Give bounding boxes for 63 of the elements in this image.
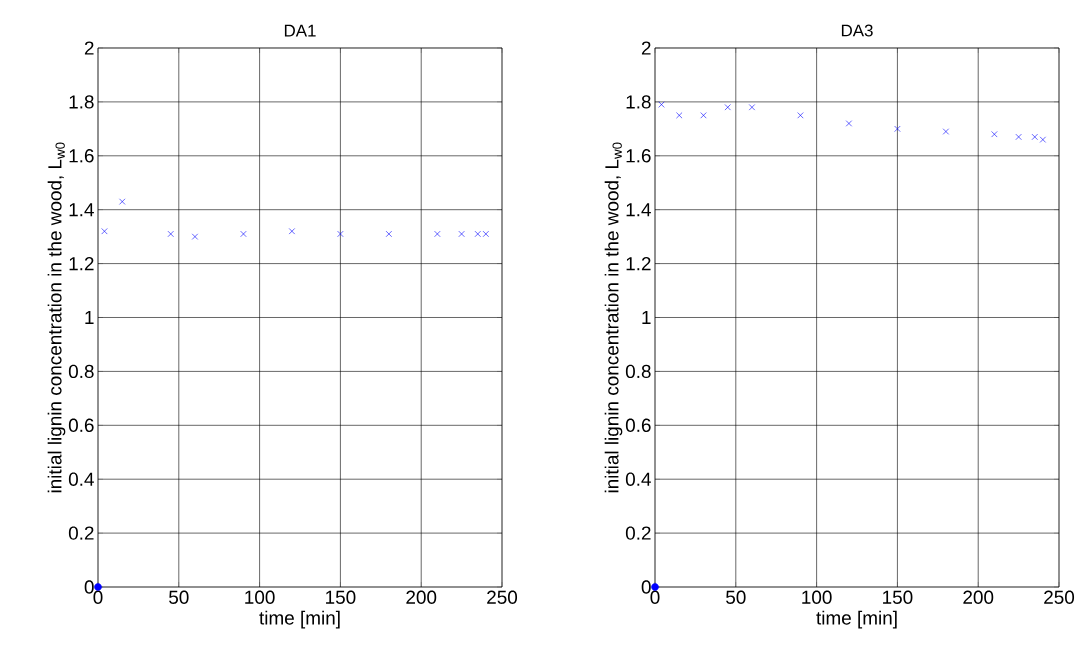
y-tick-label: 0.6	[625, 418, 651, 432]
y-tick-label: 0.6	[68, 418, 94, 432]
x-tick-label: 50	[726, 590, 746, 604]
point	[894, 125, 901, 132]
point	[748, 104, 756, 111]
y-tick-label: 0.4	[68, 472, 94, 486]
y-tick-label: 1	[85, 310, 94, 325]
point	[101, 228, 108, 235]
point	[1031, 133, 1038, 141]
y-tick-label: 0.8	[68, 364, 94, 379]
y-tick-label: 0.4	[625, 472, 651, 486]
chart-title: DA1	[284, 24, 316, 37]
x-tick-label: 250	[487, 590, 518, 604]
y-tick-label: 0.2	[68, 526, 94, 540]
point	[385, 230, 393, 238]
x-tick-label: 200	[963, 590, 994, 604]
y-tick-label: 1	[642, 310, 651, 325]
y-tick-label: 1.4	[626, 203, 651, 217]
x-tick-label: 100	[245, 590, 275, 604]
y-tick-label: 1.4	[69, 203, 94, 217]
y-tick-label: 1.6	[69, 149, 94, 163]
x-axis-title: time [min]	[259, 610, 340, 629]
x-tick-label: 150	[883, 590, 913, 604]
x-tick-label: 50	[169, 590, 189, 604]
point	[288, 228, 296, 235]
point	[1039, 136, 1046, 143]
y-axis-title: initial lignin concentration in the wood, L$_{w0}$	[604, 142, 623, 493]
point	[658, 101, 665, 108]
y-tick-label: 1.2	[626, 256, 651, 271]
y-tick-label: 0	[84, 580, 94, 594]
y-tick-label: 0.8	[625, 364, 651, 379]
point	[724, 104, 731, 111]
y-tick-label: 0	[641, 580, 651, 594]
point	[991, 131, 998, 138]
point	[797, 112, 804, 119]
x-tick-label: 150	[326, 590, 356, 604]
y-tick-label: 1.2	[69, 256, 94, 271]
x-tick-label: 200	[406, 590, 437, 604]
point	[240, 230, 247, 238]
point	[434, 230, 441, 238]
x-axis-title: time [min]	[816, 610, 897, 629]
y-tick-label: 1.6	[626, 149, 651, 163]
y-tick-label: 2	[84, 41, 94, 55]
point	[167, 230, 174, 238]
y-tick-label: 1.8	[69, 95, 94, 109]
point	[119, 198, 126, 205]
y-tick-label: 1.8	[626, 95, 651, 109]
x-tick-label: 0	[650, 590, 660, 604]
y-tick-label: 2	[641, 41, 651, 55]
point	[845, 120, 853, 127]
point	[458, 230, 465, 238]
x-tick-label: 250	[1044, 590, 1075, 604]
point	[700, 112, 707, 119]
x-tick-label: 0	[93, 590, 103, 604]
point	[942, 128, 950, 135]
point	[191, 233, 199, 240]
point	[337, 230, 344, 238]
y-tick-label: 0.2	[625, 526, 651, 540]
x-tick-label: 100	[802, 590, 832, 604]
point	[676, 112, 683, 119]
y-axis-title: initial lignin concentration in the wood, L$_{w0}$	[47, 142, 66, 493]
chart-title: DA3	[841, 24, 873, 37]
point	[1015, 133, 1022, 141]
